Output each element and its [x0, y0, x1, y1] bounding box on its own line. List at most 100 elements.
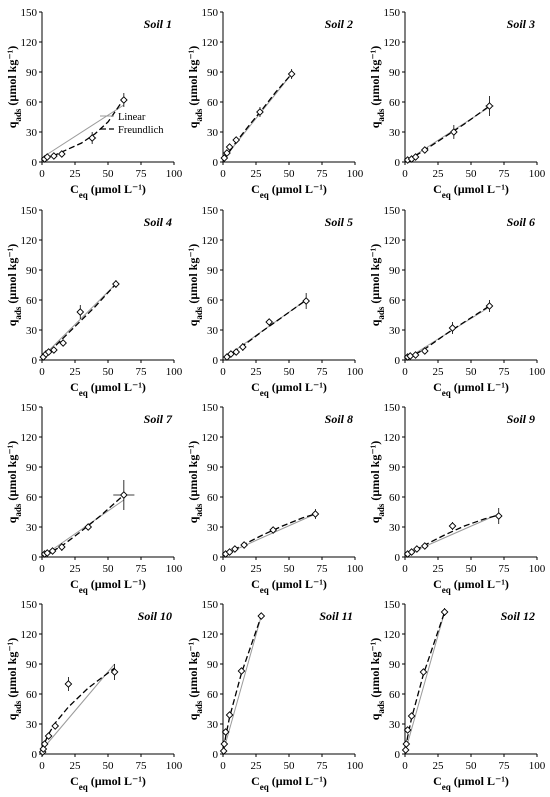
- x-tick-label: 75: [499, 563, 511, 575]
- x-tick-label: 50: [103, 760, 115, 772]
- chart-panel: 0 30 60 90 120 150 0 25 50 75 100 Soil 6 Ceq (µmol L…: [368, 205, 546, 398]
- x-tick-label: 100: [347, 366, 364, 378]
- y-tick-label: 90: [207, 462, 219, 474]
- y-tick-label: 30: [26, 325, 38, 337]
- data-point: [407, 712, 416, 720]
- y-tick-label: 30: [389, 127, 401, 139]
- y-tick-label: 30: [26, 522, 38, 534]
- x-tick-label: 100: [166, 760, 183, 772]
- x-tick-label: 50: [103, 563, 115, 575]
- y-tick-label: 120: [202, 432, 219, 444]
- y-tick-label: 60: [26, 97, 38, 109]
- y-axis-label: qads (µmol kg⁻¹): [5, 244, 23, 327]
- chart-panel: 0 30 60 90 120 150 0 25 50 75 100 Soil 2 Ceq (µmol L…: [186, 7, 364, 200]
- linear-fit-line: [223, 615, 262, 751]
- x-tick-label: 75: [317, 366, 329, 378]
- y-tick-label: 60: [207, 689, 219, 701]
- x-tick-label: 0: [220, 563, 226, 575]
- data-point: [88, 134, 96, 142]
- y-tick-label: 0: [213, 552, 219, 564]
- linear-fit-line: [405, 611, 446, 751]
- y-axis-label: qads (µmol kg⁻¹): [5, 441, 23, 524]
- x-tick-label: 100: [347, 563, 364, 575]
- chart-panel: 0 30 60 90 120 150 0 25 50 75 100 Soil 3 Ceq (µmol L…: [368, 7, 546, 200]
- x-tick-label: 75: [317, 563, 329, 575]
- y-tick-label: 30: [207, 719, 219, 731]
- freundlich-fit-line: [44, 494, 125, 557]
- y-tick-label: 150: [384, 205, 401, 217]
- data-point: [219, 747, 228, 755]
- y-tick-label: 150: [202, 599, 219, 611]
- data-point: [232, 348, 241, 356]
- y-tick-label: 30: [207, 127, 219, 139]
- freundlich-fit-line: [225, 299, 307, 359]
- data-point: [231, 545, 239, 553]
- data-point: [269, 526, 277, 534]
- y-tick-label: 120: [384, 37, 401, 49]
- y-tick-label: 30: [207, 325, 219, 337]
- data-point: [237, 667, 246, 675]
- panel-title: Soil 7: [144, 412, 173, 426]
- panel-title: Soil 10: [138, 609, 172, 623]
- data-point: [50, 152, 58, 160]
- x-tick-label: 75: [136, 168, 148, 180]
- y-tick-label: 120: [384, 432, 401, 444]
- x-tick-label: 50: [284, 168, 296, 180]
- y-axis-label: qads (µmol kg⁻¹): [5, 46, 23, 129]
- y-tick-label: 150: [21, 205, 38, 217]
- data-point: [43, 549, 52, 557]
- y-tick-label: 90: [389, 265, 401, 277]
- x-axis-label: Ceq (µmol L⁻¹): [433, 774, 509, 792]
- x-axis-label: Ceq (µmol L⁻¹): [70, 577, 146, 595]
- data-point: [450, 128, 458, 136]
- y-tick-label: 120: [384, 629, 401, 641]
- x-tick-label: 75: [499, 760, 511, 772]
- linear-fit-line: [223, 73, 292, 159]
- freundlich-fit-line: [407, 105, 490, 162]
- y-axis-label: qads (µmol kg⁻¹): [186, 638, 204, 721]
- data-point: [448, 522, 457, 530]
- x-tick-label: 50: [284, 563, 296, 575]
- x-tick-label: 25: [433, 168, 445, 180]
- y-tick-label: 150: [21, 402, 38, 414]
- data-point: [411, 351, 420, 359]
- data-point: [420, 347, 429, 355]
- data-point: [110, 668, 119, 676]
- data-point: [240, 541, 248, 549]
- x-tick-label: 100: [529, 760, 546, 772]
- y-axis-label: qads (µmol kg⁻¹): [368, 441, 386, 524]
- x-tick-label: 75: [499, 366, 511, 378]
- y-tick-label: 60: [26, 295, 38, 307]
- x-axis-label: Ceq (µmol L⁻¹): [251, 774, 327, 792]
- y-tick-label: 90: [26, 659, 38, 671]
- y-tick-label: 0: [213, 355, 219, 367]
- data-point: [43, 153, 52, 161]
- x-tick-label: 50: [466, 563, 478, 575]
- data-point: [44, 732, 53, 740]
- data-point: [50, 346, 58, 354]
- data-point: [223, 149, 231, 157]
- y-tick-label: 150: [202, 205, 219, 217]
- data-point: [420, 542, 429, 550]
- y-axis-label: qads (µmol kg⁻¹): [5, 638, 23, 721]
- y-tick-label: 90: [389, 462, 401, 474]
- y-tick-label: 120: [384, 235, 401, 247]
- data-point: [59, 339, 67, 347]
- data-point: [221, 728, 230, 736]
- legend-linear-label: Linear: [118, 112, 146, 123]
- chart-panel: 0 30 60 90 120 150 0 25 50 75 100 Soil 12 Ceq (µmol …: [368, 599, 546, 792]
- x-tick-label: 50: [284, 760, 296, 772]
- x-tick-label: 100: [166, 366, 183, 378]
- x-tick-label: 0: [220, 366, 226, 378]
- x-tick-label: 50: [466, 366, 478, 378]
- x-tick-label: 75: [136, 760, 148, 772]
- x-axis-label: Ceq (µmol L⁻¹): [433, 577, 509, 595]
- y-tick-label: 0: [213, 749, 219, 761]
- chart-panel: 0 30 60 90 120 150 0 25 50 75 100 Soil 5 Ceq (µmol L…: [186, 205, 364, 398]
- linear-fit-line: [42, 663, 115, 750]
- y-tick-label: 0: [213, 157, 219, 169]
- x-tick-label: 25: [70, 760, 82, 772]
- y-tick-label: 90: [26, 462, 38, 474]
- x-tick-label: 50: [103, 366, 115, 378]
- data-point: [257, 612, 266, 620]
